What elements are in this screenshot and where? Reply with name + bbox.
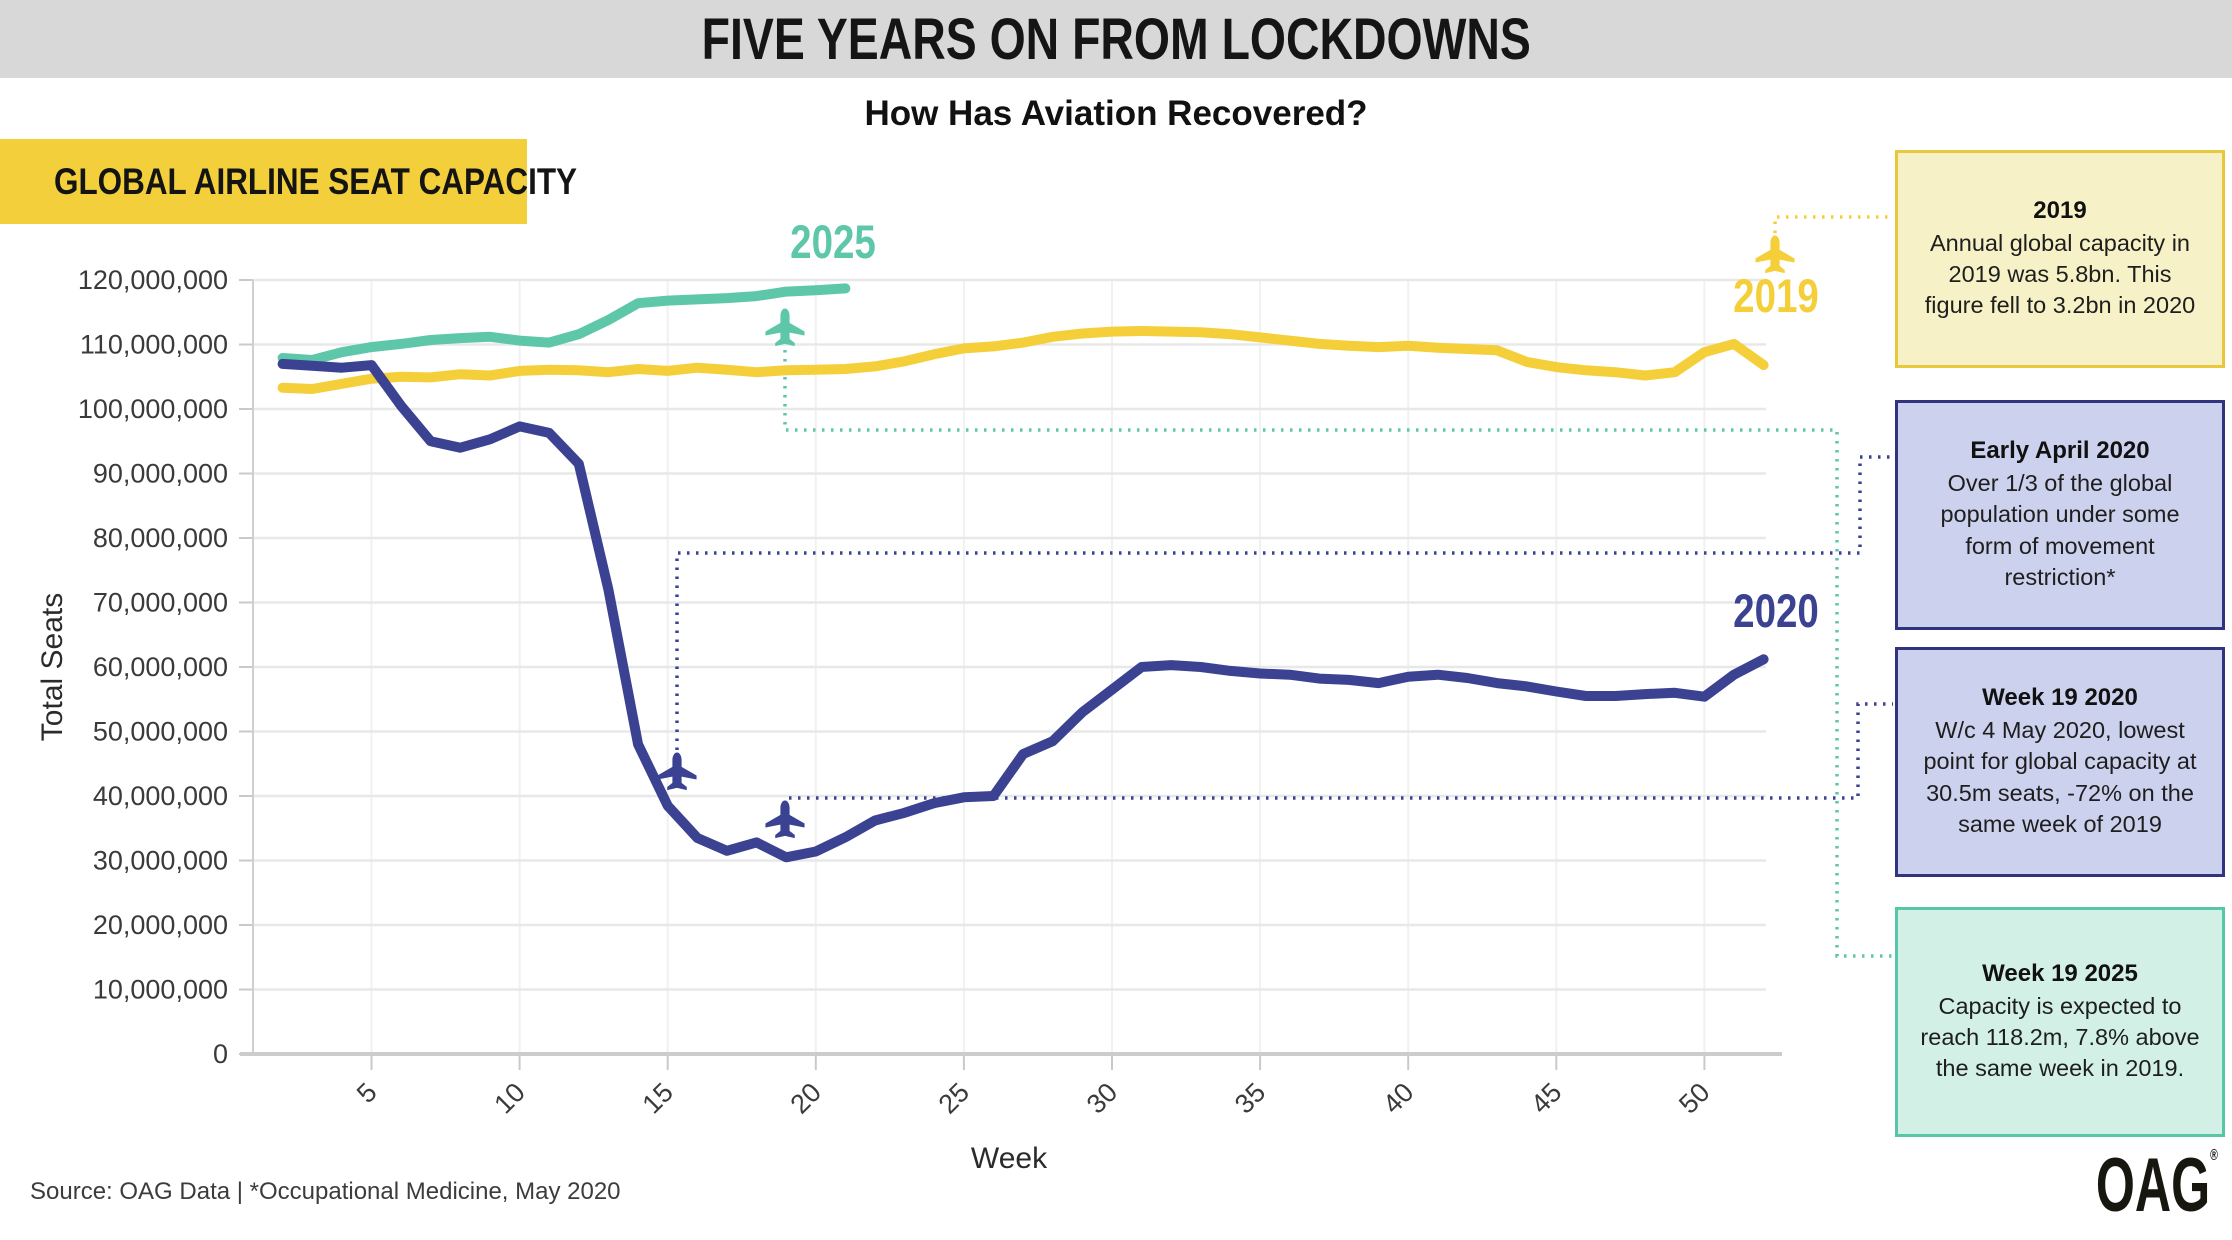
- y-tick-label: 120,000,000: [78, 265, 228, 295]
- series-line-2019: [277, 326, 1769, 394]
- plane-icon: [765, 308, 805, 347]
- page-title: FIVE YEARS ON FROM LOCKDOWNS: [701, 6, 1531, 72]
- y-tick-label: 90,000,000: [93, 459, 228, 489]
- y-axis-title: Total Seats: [36, 593, 69, 741]
- series-line-2020: [277, 358, 1769, 863]
- oag-logo: OAG®: [2096, 1148, 2218, 1224]
- y-tick-label: 10,000,000: [93, 975, 228, 1005]
- callout-body: Over 1/3 of the global population under …: [1940, 470, 2180, 590]
- registered-mark: ®: [2210, 1147, 2218, 1164]
- x-tick-label: 45: [1525, 1077, 1567, 1119]
- source-note: Source: OAG Data | *Occupational Medicin…: [30, 1178, 621, 1205]
- y-tick-label: 70,000,000: [93, 588, 228, 618]
- x-tick-label: 50: [1673, 1077, 1715, 1119]
- page-subtitle: How Has Aviation Recovered?: [864, 94, 1368, 133]
- callout-body: Annual global capacity in 2019 was 5.8bn…: [1924, 229, 2196, 318]
- x-tick-label: 20: [785, 1077, 827, 1119]
- y-tick-label: 60,000,000: [93, 652, 228, 682]
- plane-icon: [765, 800, 805, 839]
- y-tick-label: 50,000,000: [93, 717, 228, 747]
- y-tick-label: 110,000,000: [80, 330, 228, 360]
- callout-title: Week 19 2020: [1982, 684, 2138, 712]
- leader-line: [1773, 215, 1893, 233]
- callout-body: Capacity is expected to reach 118.2m, 7.…: [1920, 992, 2200, 1081]
- plane-icon: [657, 752, 697, 791]
- callout-early-april-2020: Early April 2020 Over 1/3 of the global …: [1895, 400, 2225, 630]
- x-tick-label: 35: [1229, 1077, 1271, 1119]
- callout-title: 2019: [2033, 196, 2087, 224]
- x-tick-label: 15: [636, 1077, 678, 1119]
- y-tick-label: 20,000,000: [93, 910, 228, 940]
- callout-week19-2020: Week 19 2020 W/c 4 May 2020, lowest poin…: [1895, 647, 2225, 877]
- y-tick-label: 80,000,000: [93, 523, 228, 553]
- series-label-2025: 2025: [790, 216, 876, 268]
- x-tick-label: 5: [351, 1077, 383, 1109]
- y-tick-label: 100,000,000: [78, 394, 228, 424]
- chart-title-chip: GLOBAL AIRLINE SEAT CAPACITY: [0, 139, 577, 224]
- x-tick-label: 10: [488, 1077, 530, 1119]
- callout-2019: 2019 Annual global capacity in 2019 was …: [1895, 150, 2225, 368]
- leader-line: [783, 350, 1893, 958]
- callout-title: Early April 2020: [1970, 437, 2150, 465]
- callout-body: W/c 4 May 2020, lowest point for global …: [1923, 717, 2197, 837]
- title-banner: FIVE YEARS ON FROM LOCKDOWNS: [0, 0, 2232, 78]
- x-tick-label: 25: [933, 1077, 975, 1119]
- plane-icon: [1755, 235, 1795, 274]
- chart-title-text: GLOBAL AIRLINE SEAT CAPACITY: [54, 160, 578, 202]
- leader-line: [789, 702, 1893, 800]
- series-label-2019: 2019: [1733, 270, 1819, 322]
- oag-logo-text: OAG: [2095, 1143, 2211, 1228]
- series-label-2020: 2020: [1733, 585, 1819, 637]
- callout-title: Week 19 2025: [1982, 959, 2138, 987]
- x-tick-label: 40: [1377, 1077, 1419, 1119]
- series-line-2025: [277, 283, 851, 365]
- x-axis-title: Week: [971, 1142, 1048, 1175]
- y-tick-label: 0: [213, 1039, 228, 1069]
- leader-line: [675, 455, 1893, 750]
- callout-week19-2025: Week 19 2025 Capacity is expected to rea…: [1895, 907, 2225, 1137]
- y-tick-label: 40,000,000: [93, 781, 228, 811]
- x-tick-label: 30: [1081, 1077, 1123, 1119]
- y-tick-label: 30,000,000: [93, 846, 228, 876]
